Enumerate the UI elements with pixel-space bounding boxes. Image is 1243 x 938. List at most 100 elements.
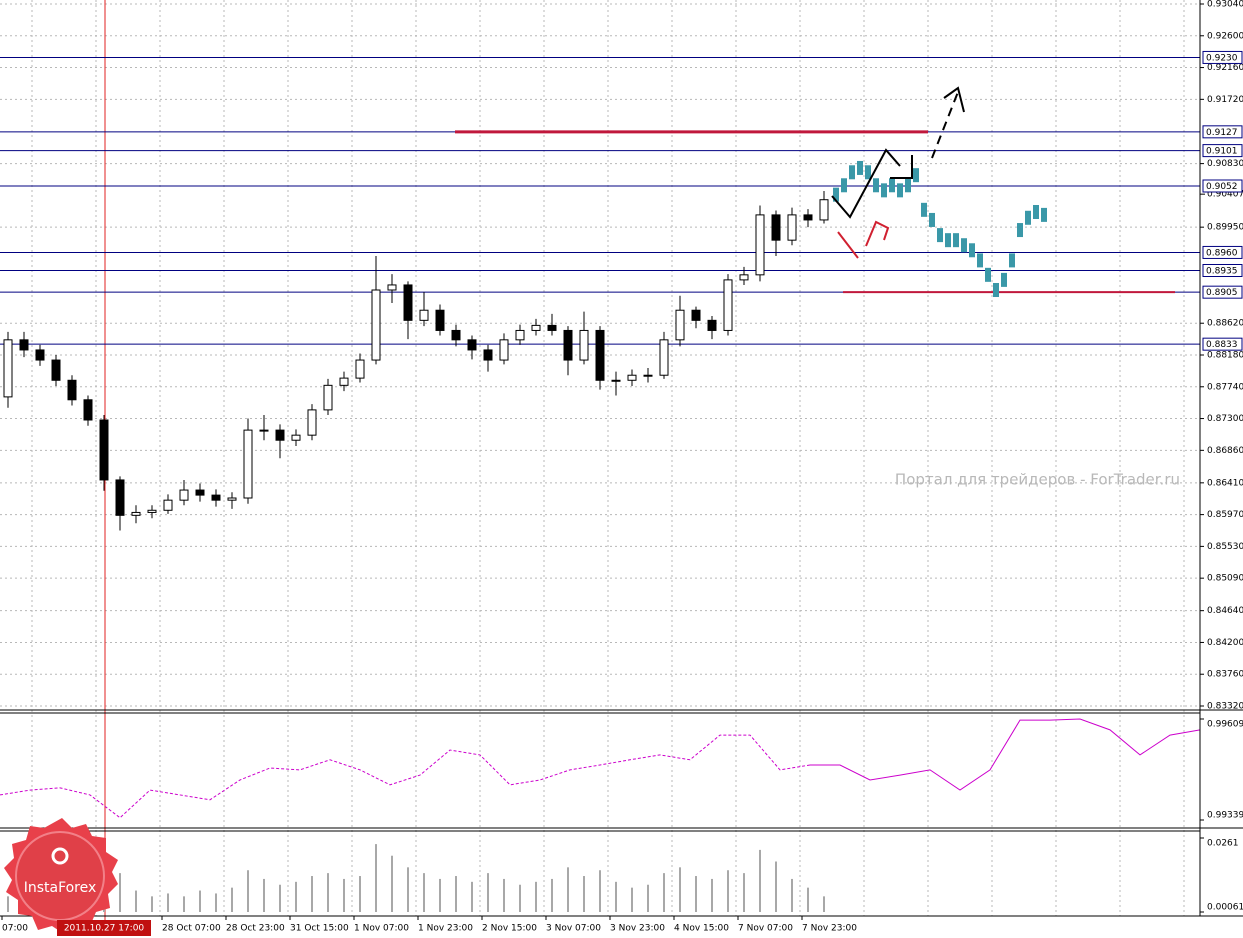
candle-body bbox=[643, 374, 653, 377]
logo: InstaForex bbox=[4, 818, 118, 934]
forecast-bar bbox=[953, 233, 959, 248]
forecast-bar bbox=[873, 178, 879, 193]
candle-body bbox=[787, 214, 797, 241]
forecast-bar bbox=[889, 178, 895, 193]
volume-bar bbox=[487, 873, 489, 912]
candle-body bbox=[131, 511, 141, 516]
candle-body bbox=[627, 374, 637, 381]
volume-bar bbox=[263, 878, 265, 912]
forecast-bar bbox=[849, 165, 855, 180]
y-tick-label: 0.86410 bbox=[1207, 478, 1243, 488]
forecast-bar bbox=[1001, 272, 1007, 287]
x-tick-label: 1 Nov 23:00 bbox=[418, 924, 473, 934]
volume-bar bbox=[455, 876, 457, 912]
volume-bar bbox=[423, 873, 425, 912]
level-label-box bbox=[1202, 337, 1243, 351]
candle-body bbox=[547, 324, 557, 331]
candle-body bbox=[803, 214, 813, 221]
volume-bar bbox=[615, 881, 617, 912]
y-tick-label: 0.88620 bbox=[1207, 319, 1243, 329]
y-tick-label: 0.86860 bbox=[1207, 446, 1243, 456]
candle-body bbox=[451, 329, 461, 341]
y-tick-label: 0.93040 bbox=[1207, 0, 1243, 10]
candle-body bbox=[819, 199, 829, 221]
forecast-bar bbox=[1041, 207, 1047, 222]
forecast-bar bbox=[1017, 223, 1023, 238]
volume-bar bbox=[183, 896, 185, 912]
forecast-bar bbox=[1025, 210, 1031, 225]
candle-body bbox=[243, 429, 253, 499]
level-label: 0.8833 bbox=[1206, 340, 1238, 350]
candle-body bbox=[259, 429, 269, 432]
volume-bar bbox=[311, 876, 313, 912]
candle-body bbox=[99, 419, 109, 481]
candle-body bbox=[579, 329, 589, 361]
y-tick-label: 0.99609 bbox=[1207, 720, 1243, 730]
forecast-bar bbox=[905, 178, 911, 193]
y-tick-label: 0.84200 bbox=[1207, 638, 1243, 648]
forecast-bar bbox=[857, 160, 863, 175]
candle-body bbox=[3, 339, 13, 398]
level-label: 0.8935 bbox=[1206, 267, 1238, 277]
candle-body bbox=[755, 214, 765, 276]
candle-body bbox=[515, 329, 525, 341]
level-label: 0.9127 bbox=[1206, 128, 1238, 138]
candle-body bbox=[723, 279, 733, 331]
level-label-box bbox=[1202, 245, 1243, 259]
forecast-bar bbox=[945, 233, 951, 248]
candle-body bbox=[19, 339, 29, 351]
volume-bar bbox=[439, 878, 441, 912]
level-label-box bbox=[1202, 50, 1243, 64]
candle-body bbox=[707, 319, 717, 331]
candle-body bbox=[195, 489, 205, 496]
y-tick-label: 0.90830 bbox=[1207, 159, 1243, 169]
forecast-bar bbox=[929, 212, 935, 227]
logo-text: InstaForex bbox=[24, 880, 97, 896]
volume-bar bbox=[199, 890, 201, 912]
arrow-path bbox=[931, 91, 959, 159]
y-tick-label: 0.83760 bbox=[1207, 670, 1243, 680]
candle-body bbox=[227, 497, 237, 501]
y-tick-label: 0.88180 bbox=[1207, 351, 1243, 361]
volume-bar bbox=[727, 870, 729, 912]
level-label-box bbox=[1202, 264, 1243, 277]
forecast-bar bbox=[833, 187, 839, 202]
arrow-path bbox=[890, 155, 913, 179]
volume-bar bbox=[407, 867, 409, 912]
volume-bar bbox=[231, 887, 233, 912]
annotations bbox=[831, 86, 965, 259]
candle-body bbox=[83, 399, 93, 421]
candle-body bbox=[51, 359, 61, 381]
arrow-head bbox=[943, 86, 965, 113]
level-label: 0.9101 bbox=[1206, 147, 1238, 157]
x-tick-label: 1 Nov 07:00 bbox=[354, 924, 409, 934]
candle-body bbox=[467, 339, 477, 351]
volume-bar bbox=[631, 887, 633, 912]
y-tick-label: 0.00061 bbox=[1207, 903, 1243, 913]
x-tick-label: 31 Oct 15:00 bbox=[290, 924, 349, 934]
volume-bar bbox=[583, 876, 585, 912]
forecast-bar bbox=[841, 178, 847, 193]
logo-circle bbox=[15, 831, 105, 921]
y-tick-label: 0.85530 bbox=[1207, 542, 1243, 552]
candle-body bbox=[275, 429, 285, 441]
volume-bar bbox=[279, 884, 281, 912]
candle-body bbox=[387, 284, 397, 291]
y-tick-label: 0.89950 bbox=[1207, 223, 1243, 233]
x-tick-label: 3 Nov 23:00 bbox=[610, 924, 665, 934]
candle-body bbox=[211, 494, 221, 501]
volume-bar bbox=[7, 896, 9, 912]
volume-bar bbox=[391, 855, 393, 912]
candle-body bbox=[499, 339, 509, 361]
volume-bar bbox=[135, 890, 137, 912]
forecast-bar bbox=[921, 202, 927, 217]
level-label: 0.8905 bbox=[1206, 288, 1238, 298]
volume-bar bbox=[647, 884, 649, 912]
volume-bar bbox=[759, 849, 761, 912]
candle-body bbox=[611, 379, 621, 382]
candle-body bbox=[307, 409, 317, 436]
candle-body bbox=[419, 309, 429, 321]
logo-icon bbox=[51, 847, 69, 865]
